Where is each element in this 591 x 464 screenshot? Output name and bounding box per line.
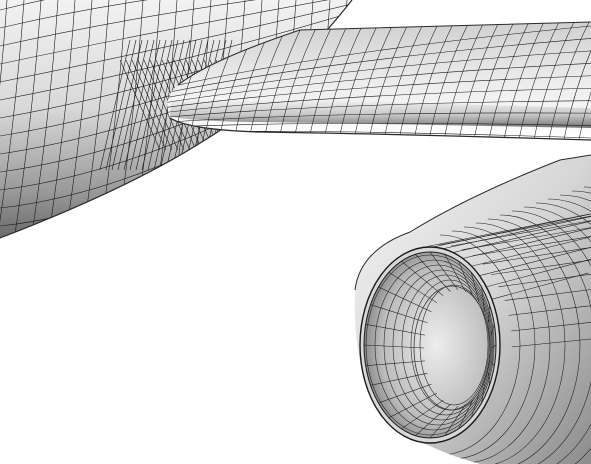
engine-inlet: [359, 246, 501, 444]
